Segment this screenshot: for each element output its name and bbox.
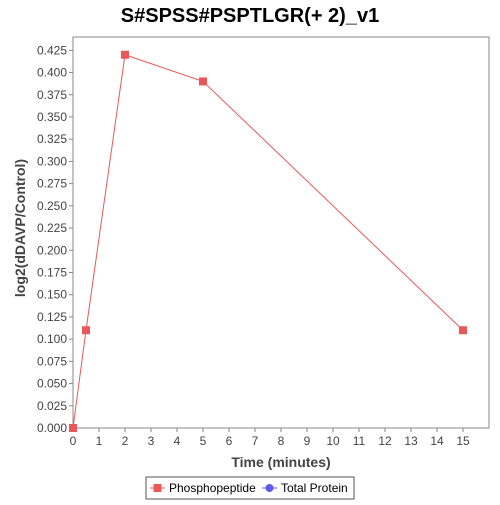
legend-box [145, 476, 355, 500]
y-axis-label: log2(dDAVP/Control) [12, 159, 28, 297]
y-tick-label: 0.000 [37, 421, 67, 435]
x-tick-label: 3 [148, 434, 155, 448]
data-point-marker [459, 326, 467, 335]
plot-frame [72, 36, 490, 429]
y-tick-label: 0.225 [37, 221, 67, 235]
y-tick-label: 0.425 [37, 43, 67, 57]
x-tick-label: 12 [378, 434, 392, 448]
x-tick-label: 8 [278, 434, 285, 448]
y-tick-label: 0.200 [37, 243, 67, 257]
y-tick-label: 0.275 [37, 177, 67, 191]
legend-marker-circle [265, 484, 274, 492]
y-tick-label: 0.175 [37, 265, 67, 279]
y-tick-label: 0.125 [37, 310, 67, 324]
plot-area: 0.000 0.025 0.050 0.075 0.100 0.125 0.150 0.175… [37, 36, 490, 448]
y-tick-label: 0.150 [37, 288, 67, 302]
data-point-marker [121, 50, 129, 59]
y-tick-label: 0.075 [37, 354, 67, 368]
legend-marker-square [153, 484, 162, 492]
x-tick-label: 14 [430, 434, 444, 448]
x-tick-label: 0 [70, 434, 77, 448]
legend-label: Total Protein [281, 481, 348, 495]
x-tick-label: 10 [326, 434, 340, 448]
x-tick-label: 15 [456, 434, 470, 448]
y-tick-label: 0.050 [37, 377, 67, 391]
y-tick-label: 0.350 [37, 110, 67, 124]
x-tick-label: 4 [174, 434, 181, 448]
x-tick-label: 9 [304, 434, 311, 448]
y-tick-label: 0.300 [37, 154, 67, 168]
y-tick-label: 0.250 [37, 199, 67, 213]
x-tick-label: 2 [122, 434, 129, 448]
legend: Phosphopeptide Total Protein [145, 476, 355, 500]
y-tick-label: 0.400 [37, 66, 67, 80]
x-tick-label: 7 [252, 434, 259, 448]
data-point-marker [199, 77, 207, 86]
y-tick-label: 0.375 [37, 88, 67, 102]
x-tick-label: 11 [353, 434, 366, 448]
legend-label: Phosphopeptide [169, 481, 256, 495]
x-tick-label: 6 [226, 434, 233, 448]
y-tick-label: 0.100 [37, 332, 67, 346]
y-tick-label: 0.025 [37, 399, 67, 413]
x-tick-label: 1 [96, 434, 103, 448]
data-point-marker [82, 326, 90, 335]
data-point-marker [69, 424, 77, 432]
x-tick-label: 13 [404, 434, 418, 448]
x-axis-label: Time (minutes) [231, 454, 330, 470]
x-tick-label: 5 [200, 434, 207, 448]
chart-title: S#SPSS#PSPTLGR(+ 2)_v1 [121, 5, 379, 27]
y-tick-label: 0.325 [37, 132, 67, 146]
